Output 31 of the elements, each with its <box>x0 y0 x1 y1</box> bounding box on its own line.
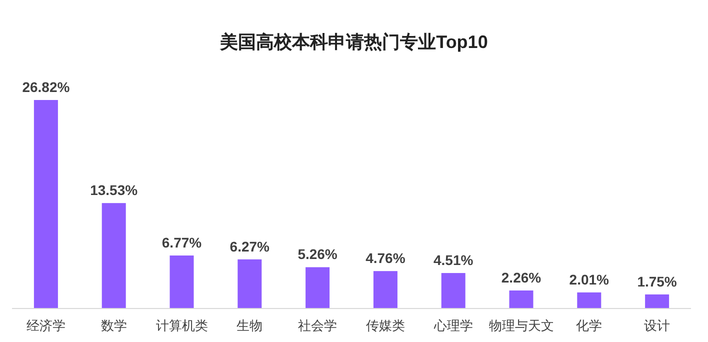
data-label: 1.75% <box>637 273 678 290</box>
bar <box>306 267 330 308</box>
x-tick-label: 物理与天文 <box>488 318 554 333</box>
data-label: 6.77% <box>162 234 202 250</box>
x-tick-label: 心理学 <box>432 318 473 333</box>
x-tick-label: 社会学 <box>298 318 338 333</box>
data-label: 5.26% <box>298 246 338 262</box>
bar <box>102 203 126 308</box>
data-label: 2.01% <box>569 271 610 288</box>
bar <box>170 255 194 308</box>
bar <box>238 259 262 308</box>
bar <box>577 292 602 308</box>
x-tick-label: 数学 <box>100 318 127 333</box>
data-label: 13.53% <box>90 182 138 198</box>
x-tick-label: 计算机类 <box>156 318 208 333</box>
data-label: 2.26% <box>501 269 542 286</box>
data-label: 6.27% <box>230 238 270 254</box>
data-label: 4.51% <box>434 252 474 268</box>
bar <box>645 294 670 308</box>
bar <box>509 290 534 308</box>
x-tick-label: 经济学 <box>26 318 66 333</box>
x-tick-label: 生物 <box>236 318 263 333</box>
x-tick-label: 传媒类 <box>366 318 405 333</box>
x-tick-label: 设计 <box>644 318 670 333</box>
data-label: 26.82% <box>22 79 70 95</box>
x-tick-label: 化学 <box>576 318 602 333</box>
bar <box>373 271 398 308</box>
bar <box>441 273 466 308</box>
chart-title: 美国高校本科申请热门专业Top10 <box>219 32 488 52</box>
bar <box>34 100 58 308</box>
data-label: 4.76% <box>366 250 406 266</box>
